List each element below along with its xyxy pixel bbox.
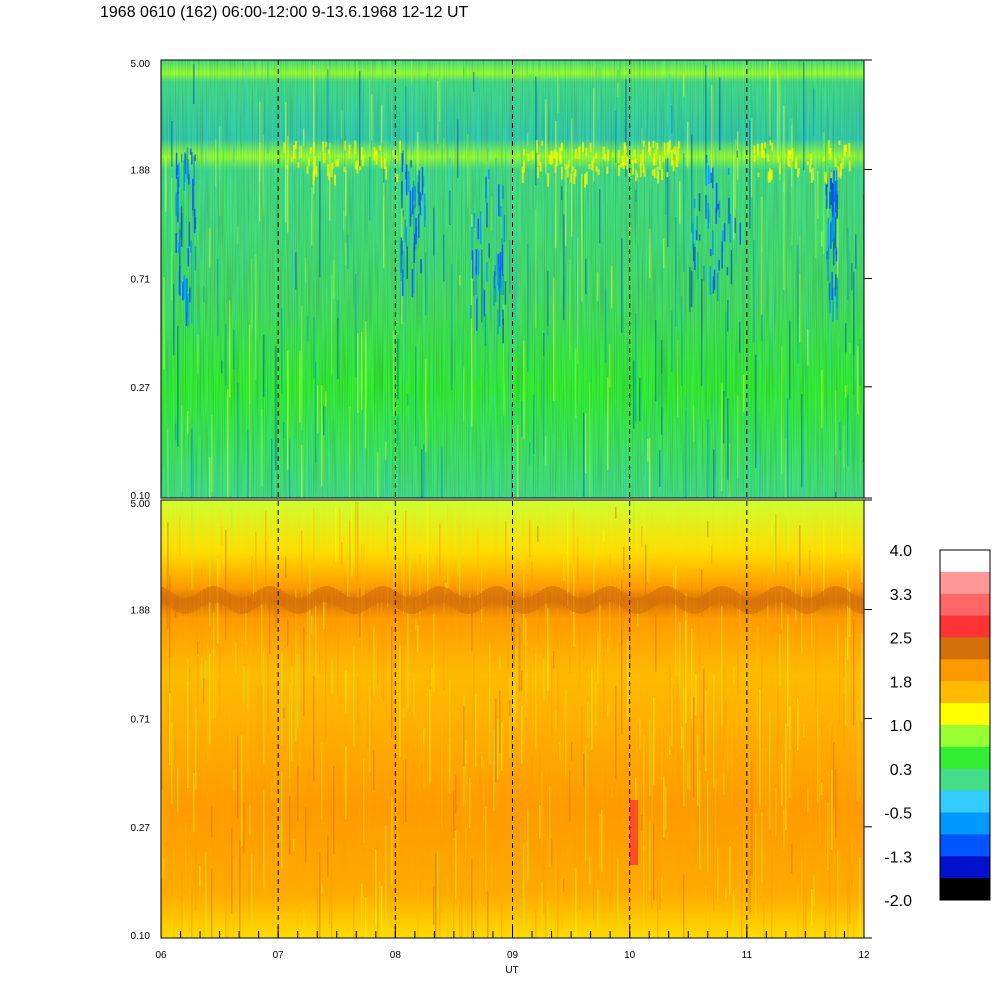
axis-ticks: [160, 59, 872, 939]
colorbar-label: 3.3: [890, 587, 912, 604]
y-tick-label: 0.71: [131, 715, 151, 726]
y-tick-label: 0.71: [131, 275, 151, 286]
x-axis-label: UT: [505, 965, 518, 976]
colorbar-label: 1.0: [890, 718, 912, 735]
colorbar-swatch: [940, 681, 990, 704]
colorbar-swatch: [940, 615, 990, 638]
colorbar-swatch: [940, 637, 990, 660]
x-tick-label: 06: [155, 950, 167, 961]
colorbar-swatch: [940, 856, 990, 879]
colorbar-label: -0.5: [884, 806, 912, 823]
colorbar-swatch: [940, 703, 990, 726]
y-tick-label: 0.27: [131, 383, 151, 394]
colorbar-label: -2.0: [884, 893, 912, 910]
x-tick-label: 09: [507, 950, 519, 961]
y-tick-label: 0.10: [131, 491, 151, 502]
y-tick-label: 5.00: [131, 499, 151, 510]
x-tick-label: 11: [742, 950, 753, 961]
colorbar-swatch: [940, 725, 990, 748]
x-tick-label: 10: [624, 950, 636, 961]
axis-labels: 5.001.880.710.270.105.001.880.710.270.10…: [131, 59, 870, 961]
colorbar-swatch: [940, 768, 990, 792]
colorbar: 4.0 3.3 2.5 1.8 1.0 0.3 -0.5 -1.3 -2.0: [884, 543, 991, 910]
colorbar-label: 0.3: [890, 762, 912, 779]
lower-panel: [161, 500, 864, 938]
x-tick-label: 07: [273, 950, 285, 961]
y-tick-label: 5.00: [131, 59, 151, 70]
colorbar-label: 2.5: [890, 631, 912, 648]
hour-marker-lines: [277, 60, 748, 938]
x-tick-label: 08: [390, 950, 402, 961]
x-tick-label: 12: [858, 950, 870, 961]
colorbar-swatch: [940, 746, 990, 770]
colorbar-swatch: [940, 790, 990, 813]
colorbar-swatch: [940, 659, 990, 682]
y-tick-label: 1.88: [131, 606, 151, 617]
y-tick-label: 0.27: [131, 823, 151, 834]
colorbar-swatch: [940, 812, 990, 835]
colorbar-swatch: [940, 571, 990, 595]
y-tick-label: 1.88: [131, 166, 151, 177]
chart-title: 1968 0610 (162) 06:00-12:00 9-13.6.1968 …: [100, 4, 469, 21]
colorbar-label: 4.0: [890, 543, 912, 560]
colorbar-frame: [939, 549, 991, 901]
colorbar-label: 1.8: [890, 674, 912, 691]
colorbar-swatch: [940, 834, 990, 857]
colorbar-label: -1.3: [884, 849, 912, 866]
colorbar-swatch: [940, 878, 990, 901]
colorbar-swatch: [940, 550, 990, 573]
colorbar-swatch: [940, 593, 990, 617]
y-tick-label: 0.10: [131, 931, 151, 942]
